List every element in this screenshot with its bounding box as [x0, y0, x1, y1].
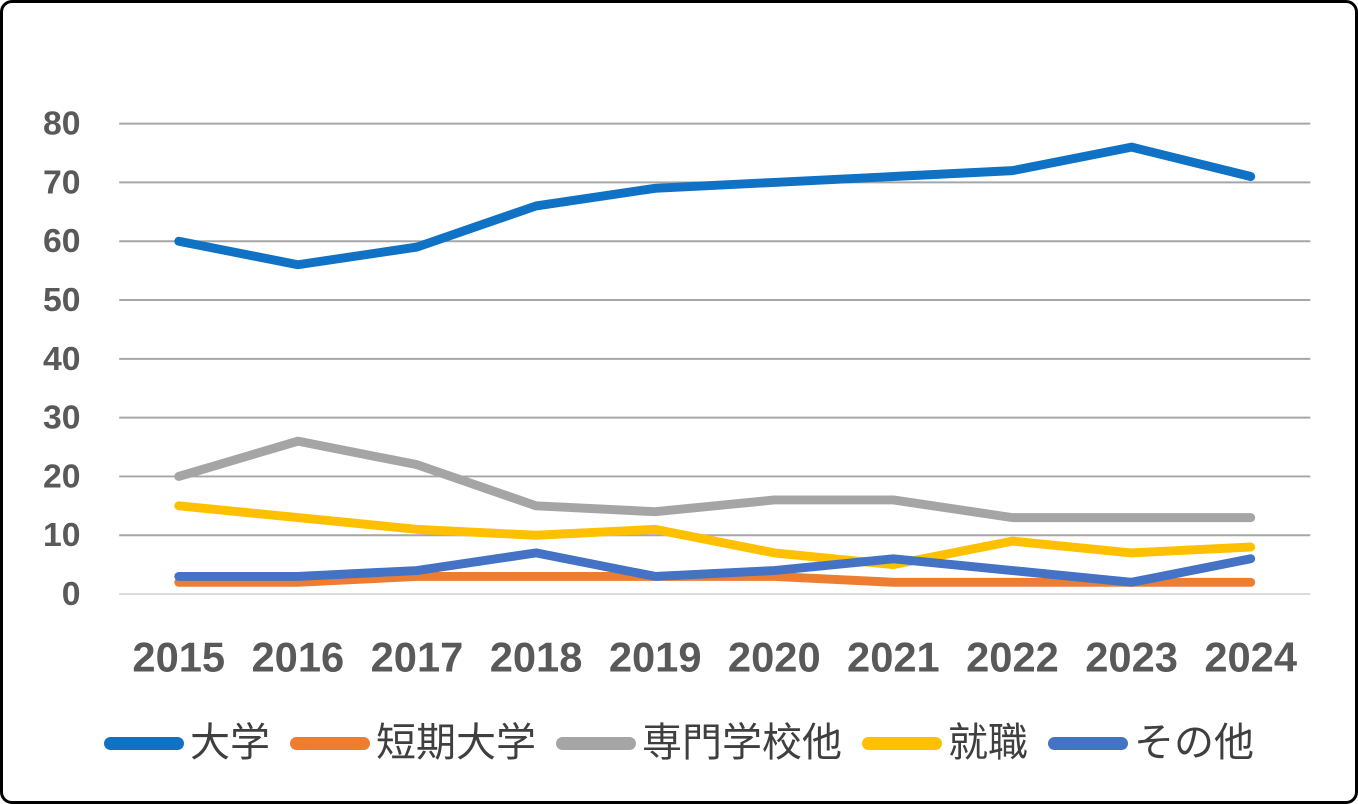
legend-item-4: その他	[1048, 723, 1254, 763]
x-tick-label: 2016	[252, 634, 345, 681]
legend-item-3: 就職	[862, 723, 1028, 763]
series-line-0	[174, 142, 1256, 270]
x-tick-label: 2021	[847, 634, 940, 681]
legend-item-2: 専門学校他	[556, 723, 842, 763]
gridlines-group	[119, 122, 1311, 596]
x-tick-label: 2022	[966, 634, 1059, 681]
legend-swatch-icon	[556, 736, 636, 750]
x-tick-label: 2015	[132, 634, 225, 681]
legend-label: その他	[1134, 721, 1254, 765]
legend-label: 短期大学	[376, 721, 536, 765]
x-tick-label: 2023	[1085, 634, 1178, 681]
legend-item-0: 大学	[104, 723, 270, 763]
legend-label: 大学	[190, 721, 270, 765]
x-tick-label: 2019	[609, 634, 702, 681]
series-line-2	[174, 436, 1256, 523]
legend-swatch-icon	[1048, 736, 1128, 750]
y-axis-tick-labels: 0 10 20 30 40 50 60 70 80	[43, 105, 81, 613]
series-lines-group	[174, 142, 1256, 587]
x-tick-label: 2020	[728, 634, 821, 681]
y-tick-label: 70	[43, 163, 81, 201]
x-axis-tick-labels: 2015 2016 2017 2018 2019 2020 2021 2022 2023 2024	[132, 634, 1297, 681]
y-tick-label: 10	[43, 516, 81, 554]
chart-legend: 大学 短期大学 専門学校他 就職 その他	[3, 715, 1355, 771]
legend-label: 専門学校他	[642, 721, 842, 765]
y-tick-label: 20	[43, 457, 81, 495]
series-line-3	[174, 501, 1256, 570]
legend-swatch-icon	[862, 736, 942, 750]
x-tick-label: 2018	[490, 634, 583, 681]
y-tick-label: 60	[43, 222, 81, 260]
y-tick-label: 40	[43, 340, 81, 378]
legend-item-1: 短期大学	[290, 723, 536, 763]
legend-swatch-icon	[290, 736, 370, 750]
y-tick-label: 80	[43, 105, 81, 143]
series-line-4	[174, 548, 1256, 587]
y-tick-label: 50	[43, 281, 81, 319]
y-tick-label: 0	[62, 575, 81, 613]
y-tick-label: 30	[43, 399, 81, 437]
x-tick-label: 2017	[371, 634, 464, 681]
x-tick-label: 2024	[1204, 634, 1297, 681]
legend-swatch-icon	[104, 736, 184, 750]
legend-label: 就職	[948, 721, 1028, 765]
